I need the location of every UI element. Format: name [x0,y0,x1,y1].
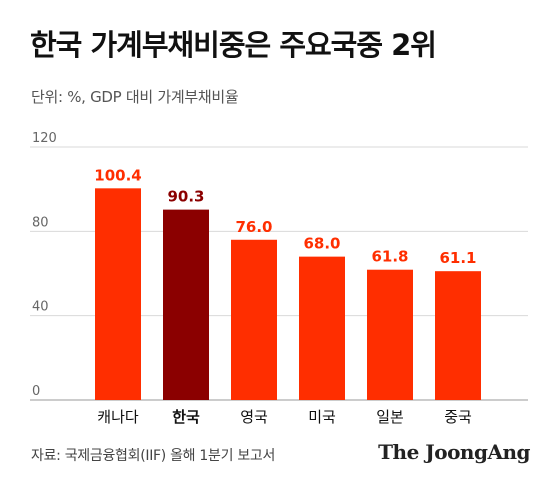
x-tick-label: 일본 [376,408,404,426]
y-tick-label: 0 [32,384,40,399]
chart-subtitle: 단위: %, GDP 대비 가계부채비율 [31,88,239,106]
x-tick-label: 한국 [172,408,200,426]
bar [435,271,481,400]
data-label: 100.4 [94,166,141,184]
brand-logo: The JoongAng [378,440,530,464]
bar [299,256,345,400]
bar [163,209,209,400]
x-tick-label: 영국 [240,408,268,426]
y-tick-label: 80 [32,215,49,230]
x-tick-label: 캐나다 [97,408,139,426]
data-label: 90.3 [167,188,204,206]
bar [367,269,413,400]
y-tick-label: 40 [32,300,49,315]
data-label: 61.8 [371,248,408,266]
bar [231,239,277,400]
x-tick-label: 중국 [444,408,472,426]
bar [95,188,141,400]
chart-title: 한국 가계부채비중은 주요국중 2위 [30,28,437,62]
y-tick-label: 120 [32,131,57,146]
data-label: 61.1 [439,249,476,267]
data-label: 76.0 [235,218,272,236]
data-label: 68.0 [303,235,340,253]
source-note: 자료: 국제금융협회(IIF) 올해 1분기 보고서 [31,448,276,464]
x-tick-label: 미국 [308,408,336,426]
